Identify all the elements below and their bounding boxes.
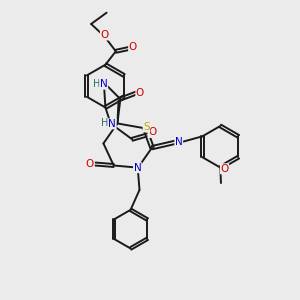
- Text: O: O: [148, 128, 156, 137]
- Text: H: H: [93, 79, 100, 88]
- Text: N: N: [100, 79, 108, 89]
- Text: O: O: [129, 42, 137, 52]
- Text: N: N: [108, 119, 116, 129]
- Text: O: O: [100, 30, 109, 40]
- Text: S: S: [143, 122, 150, 132]
- Text: N: N: [175, 137, 183, 147]
- Text: H: H: [100, 118, 108, 128]
- Text: O: O: [136, 88, 144, 98]
- Text: O: O: [220, 164, 229, 174]
- Text: N: N: [134, 163, 141, 172]
- Text: O: O: [86, 159, 94, 169]
